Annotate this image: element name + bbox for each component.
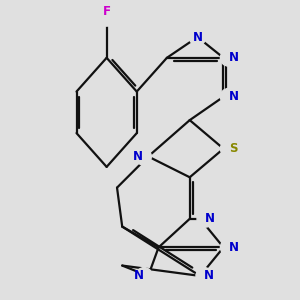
Text: N: N — [193, 31, 202, 44]
Text: N: N — [204, 269, 214, 282]
Circle shape — [197, 211, 214, 227]
Text: N: N — [134, 269, 144, 282]
Circle shape — [220, 239, 237, 256]
Circle shape — [135, 148, 151, 165]
Text: F: F — [103, 5, 111, 18]
Circle shape — [136, 268, 152, 284]
Circle shape — [196, 268, 213, 284]
Circle shape — [189, 29, 206, 45]
Circle shape — [220, 50, 237, 66]
Text: N: N — [229, 51, 239, 64]
Circle shape — [98, 10, 115, 26]
Circle shape — [220, 88, 237, 105]
Text: N: N — [229, 241, 239, 254]
Text: N: N — [229, 90, 239, 103]
Text: S: S — [229, 142, 237, 155]
Text: N: N — [133, 150, 143, 163]
Text: N: N — [205, 212, 215, 225]
Circle shape — [220, 140, 237, 157]
